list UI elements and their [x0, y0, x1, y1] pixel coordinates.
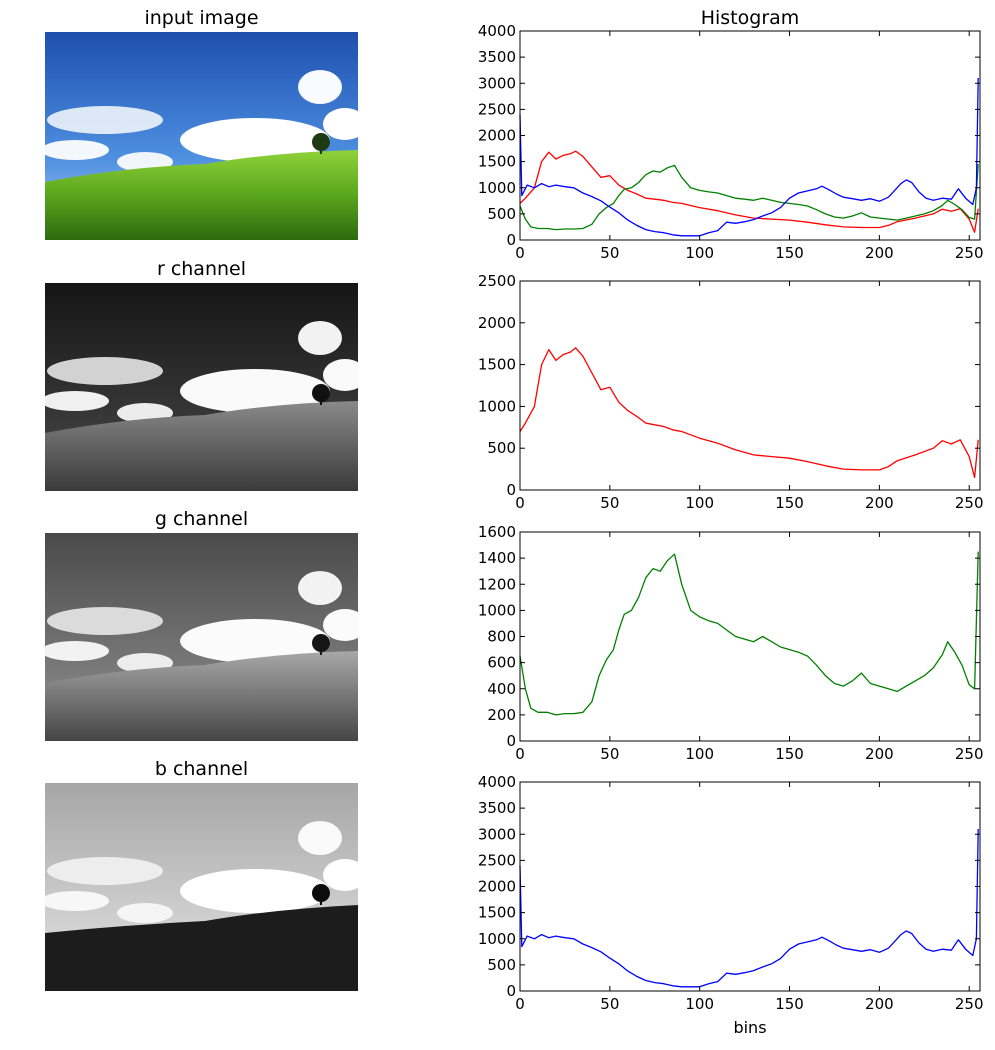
chart1-ytick-label: 500	[487, 439, 516, 457]
chart3-ytick-label: 1000	[478, 930, 516, 948]
chart3-xtick-label: 0	[515, 995, 525, 1013]
chart2-ytick-label: 800	[487, 628, 516, 646]
chart0-series-line-2	[519, 77, 979, 237]
chart0-series-line-0	[519, 150, 979, 233]
chart0-ytick-label: 3000	[478, 74, 516, 92]
chart2-ytick-label: 1000	[478, 601, 516, 619]
chart1-ytick-label: 0	[506, 481, 516, 499]
r-channel-title: r channel	[156, 258, 247, 280]
chart3-xtick-label: 100	[685, 995, 714, 1013]
chart2-ytick-label: 0	[506, 732, 516, 750]
input-image-title: input image	[144, 7, 259, 29]
chart3-xtick-label: 150	[775, 995, 804, 1013]
chart2-xtick-label: 150	[775, 745, 804, 763]
chart2-ytick-label: 600	[487, 654, 516, 672]
chart3-ytick-label: 0	[506, 982, 516, 1000]
chart1-xtick-label: 150	[775, 494, 804, 512]
chart1-ytick-label: 1500	[478, 356, 516, 374]
chart3-xtick-label: 200	[865, 995, 894, 1013]
chart0-ytick-label: 2000	[478, 127, 516, 145]
chart3-ytick-label: 3500	[478, 799, 516, 817]
chart0-xtick-label: 200	[865, 244, 894, 262]
chart3-ytick-label: 3000	[478, 825, 516, 843]
chart2-ytick-label: 200	[487, 706, 516, 724]
chart0-ytick-label: 2500	[478, 100, 516, 118]
input-image	[45, 32, 358, 240]
chart2-frame	[519, 531, 981, 742]
chart2-ytick-label: 400	[487, 680, 516, 698]
g-channel-title: g channel	[154, 508, 249, 530]
chart0-ytick-label: 0	[506, 231, 516, 249]
chart3-ytick-label: 500	[487, 956, 516, 974]
chart0-ytick-label: 1500	[478, 153, 516, 171]
chart1-frame	[519, 280, 981, 491]
chart2-xtick-label: 200	[865, 745, 894, 763]
chart3-ytick-label: 2500	[478, 851, 516, 869]
chart3-xtick-label: 250	[955, 995, 984, 1013]
chart1-xtick-label: 200	[865, 494, 894, 512]
chart3-ytick-label: 4000	[478, 773, 516, 791]
chart0-ytick-label: 1000	[478, 179, 516, 197]
x-axis-label: bins	[733, 1018, 767, 1037]
chart0-series-line-1	[519, 164, 979, 231]
chart3-ytick-label: 2000	[478, 878, 516, 896]
chart0-frame	[519, 30, 981, 241]
chart0-ytick-label: 3500	[478, 48, 516, 66]
chart2-ytick-label: 1200	[478, 575, 516, 593]
b-channel-image	[45, 783, 358, 991]
chart0-xtick-label: 0	[515, 244, 525, 262]
chart2-xtick-label: 100	[685, 745, 714, 763]
chart1-series-line-0	[519, 347, 979, 479]
chart3-ytick-label: 1500	[478, 904, 516, 922]
chart1-ytick-label: 1000	[478, 397, 516, 415]
r-channel-image	[45, 283, 358, 491]
chart2-xtick-label: 50	[600, 745, 619, 763]
chart3-series-line-0	[519, 828, 979, 988]
chart2-ytick-label: 1400	[478, 549, 516, 567]
g-channel-image	[45, 533, 358, 741]
chart0-ytick-label: 500	[487, 205, 516, 223]
chart3-xtick-label: 50	[600, 995, 619, 1013]
chart0-xtick-label: 250	[955, 244, 984, 262]
chart1-xtick-label: 0	[515, 494, 525, 512]
chart1-xtick-label: 100	[685, 494, 714, 512]
chart2-xtick-label: 0	[515, 745, 525, 763]
chart0-ytick-label: 4000	[478, 22, 516, 40]
chart1-xtick-label: 50	[600, 494, 619, 512]
b-channel-title: b channel	[154, 758, 249, 780]
histogram-title: Histogram	[700, 7, 800, 29]
chart2-ytick-label: 1600	[478, 523, 516, 541]
chart0-xtick-label: 150	[775, 244, 804, 262]
chart1-xtick-label: 250	[955, 494, 984, 512]
chart0-xtick-label: 100	[685, 244, 714, 262]
chart2-xtick-label: 250	[955, 745, 984, 763]
chart0-xtick-label: 50	[600, 244, 619, 262]
chart1-ytick-label: 2000	[478, 314, 516, 332]
chart1-ytick-label: 2500	[478, 272, 516, 290]
chart3-frame	[519, 781, 981, 992]
chart2-series-line-0	[519, 551, 979, 716]
